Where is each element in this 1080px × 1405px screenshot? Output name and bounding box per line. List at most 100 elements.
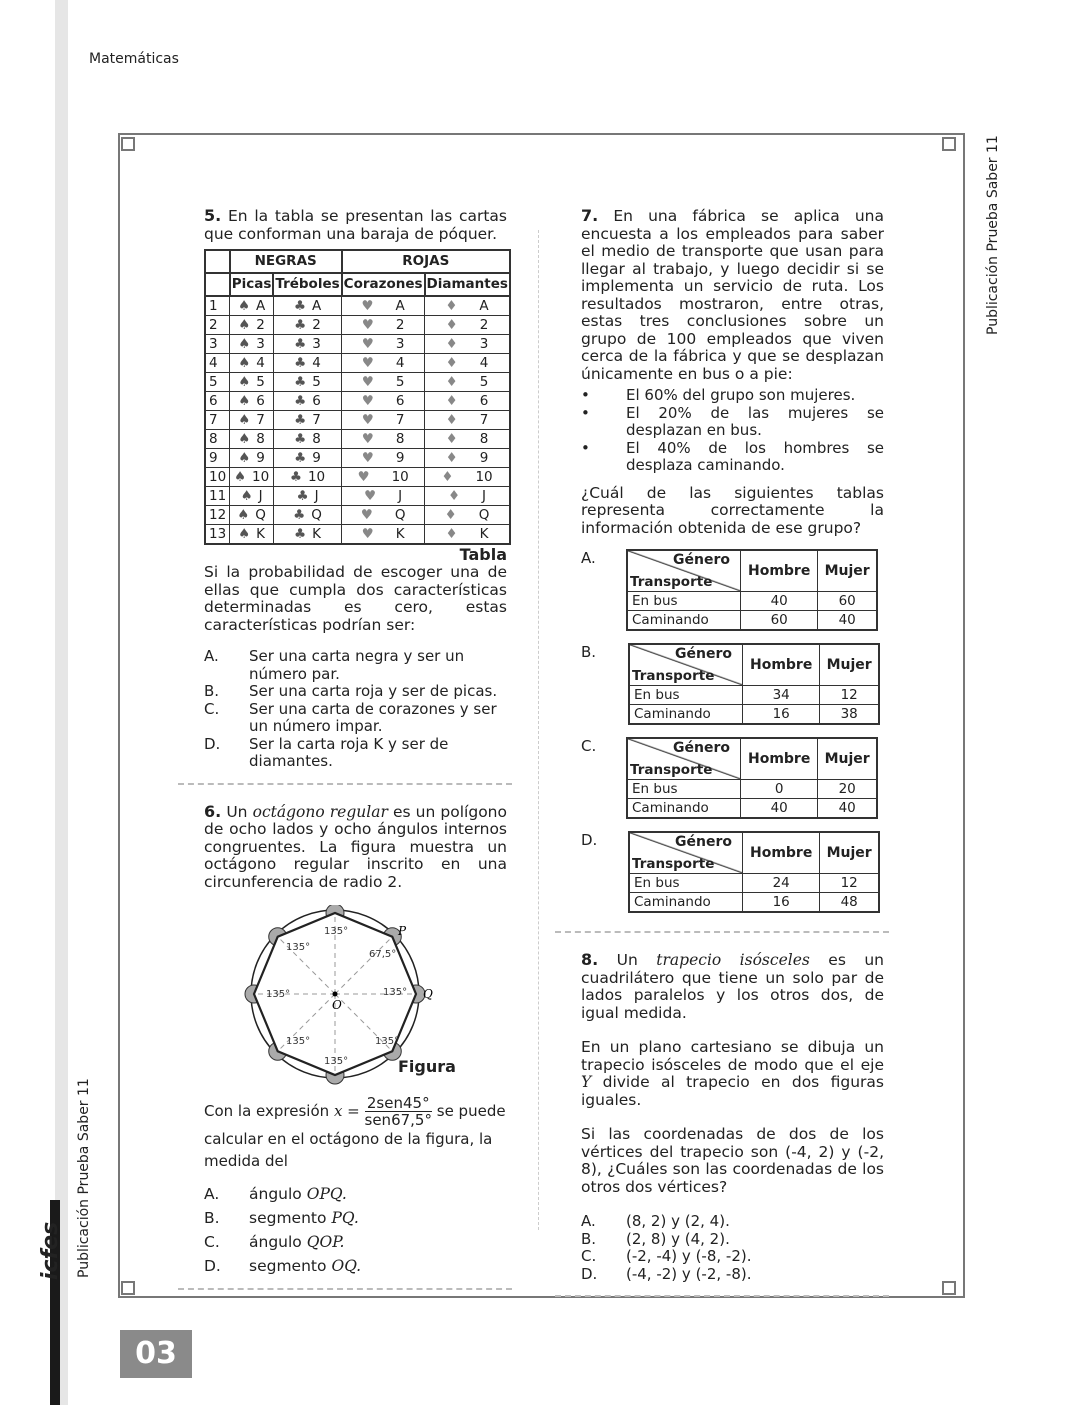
octagon-figure: 135° 135° 135° 135° 135° 135° 135° 67,5°P Q O [244, 905, 433, 1085]
card-value: 2 [256, 316, 265, 333]
angle-label: 135° [286, 942, 310, 953]
card-cell: ♠ K [229, 524, 274, 545]
answer-option[interactable]: C. Ser una carta de corazones y ser un nú… [204, 700, 507, 736]
question-number: 7. [581, 206, 599, 225]
heart-icon: ♥ [361, 411, 374, 428]
diag-bottom: Transporte [632, 856, 715, 872]
answer-option[interactable]: D. Ser la carta roja K y ser de diamantes… [204, 734, 507, 771]
option-letter: A. [581, 1212, 596, 1230]
bullet-icon: • [581, 403, 590, 422]
card-value: 2 [395, 316, 405, 333]
card-cell: ♣ 9 [272, 448, 343, 468]
club-icon: ♣ [294, 449, 307, 466]
row-label: Caminando [628, 892, 743, 913]
card-cell: ♠ 7 [229, 410, 274, 430]
card-value: 4 [479, 354, 489, 371]
card-cell: ♠ 8 [229, 429, 274, 449]
card-cell: ♠ A [229, 295, 274, 316]
diamond-icon: ♦ [445, 430, 458, 447]
club-icon: ♣ [294, 525, 307, 542]
card-cell: ♣ 6 [272, 391, 343, 411]
card-cell: ♣ 4 [272, 353, 343, 373]
bullet-item: • El 60% del grupo son mujeres. [581, 386, 884, 405]
card-cell: ♥ K [341, 524, 426, 545]
option-letter: D. [204, 1257, 221, 1275]
page-frame [118, 133, 965, 1298]
club-icon: ♣ [294, 354, 307, 371]
card-cell: ♥ 8 [341, 429, 426, 449]
answer-option[interactable]: A. (8, 2) y (2, 4). [581, 1212, 884, 1231]
spade-icon: ♠ [238, 525, 251, 542]
card-cell: ♠ 3 [229, 334, 274, 354]
answer-option[interactable]: B. (2, 8) y (4, 2). [581, 1230, 884, 1249]
table-row: 9 ♠ 9 ♣ 9 ♥ 9 ♦ 9 [204, 448, 511, 468]
answer-option[interactable]: A. ángulo OPQ. [204, 1182, 507, 1206]
option-text: (-2, -4) y (-8, -2). [626, 1247, 752, 1265]
answer-option[interactable]: C. ángulo QOP. [204, 1230, 507, 1254]
bullet-icon: • [581, 386, 590, 404]
question-7: 7. En una fábrica se aplica una encuesta… [581, 207, 884, 913]
table-row: 3 ♠ 3 ♣ 3 ♥ 3 ♦ 3 [204, 334, 511, 354]
expr-var: x = [333, 1102, 360, 1120]
card-cell: ♦ 2 [424, 315, 511, 335]
option-text: Ser una carta roja y ser de picas. [249, 682, 498, 700]
angle-label: 135° [383, 987, 407, 998]
diag-top: Género [673, 552, 730, 568]
card-cell: ♣ 7 [272, 410, 343, 430]
answer-option[interactable]: D. segmento OQ. [204, 1254, 507, 1278]
answer-option[interactable]: B. Género Transporte Hombre Mujer En bus 34 12 C… [581, 643, 884, 725]
side-title-left: Publicación Prueba Saber 11 [76, 1078, 92, 1278]
answer-option[interactable]: B. Ser una carta roja y ser de picas. [204, 682, 507, 701]
answer-option[interactable]: C. (-2, -4) y (-8, -2). [581, 1247, 884, 1266]
diag-bottom: Transporte [630, 574, 713, 590]
option-letter: D. [581, 831, 598, 849]
header-row: Género Transporte Hombre Mujer [626, 549, 878, 592]
cell: 60 [739, 610, 819, 631]
card-value: 8 [256, 430, 265, 447]
card-cell: ♣ 3 [272, 334, 343, 354]
stem-text: Un [616, 951, 638, 969]
option-text: segmento [249, 1209, 327, 1227]
answer-option[interactable]: D. Género Transporte Hombre Mujer En bus 24 12 C… [581, 831, 884, 913]
card-value: A [311, 297, 322, 314]
option-letter: B. [204, 1209, 220, 1227]
answer-option[interactable]: C. Género Transporte Hombre Mujer En bus 0 20 Ca… [581, 737, 884, 819]
col-header: Mujer [817, 549, 878, 592]
heart-icon: ♥ [361, 354, 374, 371]
row-number: 6 [204, 391, 231, 411]
option-letter: C. [581, 737, 597, 755]
col-header: Corazones [340, 272, 426, 297]
card-value: 10 [475, 468, 493, 485]
table-row: 10 ♠ 10 ♣ 10 ♥ 10 ♦ 10 [204, 467, 511, 487]
point-o-label: O [332, 998, 342, 1012]
numerator: 2sen45° [364, 1095, 432, 1112]
answer-option[interactable]: B. segmento PQ. [204, 1206, 507, 1230]
answer-option[interactable]: A. Género Transporte Hombre Mujer En bus 40 60 C… [581, 549, 884, 631]
card-value: 10 [307, 468, 326, 485]
table-row: 12 ♠ Q ♣ Q ♥ Q ♦ Q [204, 505, 511, 525]
row-number: 13 [204, 524, 231, 545]
stem-text: Un [226, 802, 248, 821]
diamond-icon: ♦ [441, 468, 454, 485]
bullet-item: • El 40% de los hombres se desplaza camin… [581, 439, 884, 475]
answer-option[interactable]: A. Ser una carta negra y ser un número pa… [204, 647, 507, 683]
spade-icon: ♠ [238, 316, 251, 333]
cell: 12 [819, 685, 880, 705]
spade-icon: ♠ [240, 487, 253, 504]
diagonal-header: Género Transporte [628, 831, 743, 874]
table-row: Caminando 16 48 [628, 892, 880, 913]
option-letter: A. [204, 1185, 220, 1203]
card-value: 3 [479, 335, 489, 352]
card-cell: ♦ 3 [424, 334, 511, 354]
angle-label: 135° [266, 989, 290, 1000]
card-cell: ♦ 10 [424, 467, 511, 487]
answer-option[interactable]: D. (-4, -2) y (-2, -8). [581, 1265, 884, 1284]
card-cell: ♠ 2 [229, 315, 274, 335]
diamond-icon: ♦ [445, 373, 458, 390]
option-text: Ser la carta roja K y ser de diamantes. [249, 734, 449, 770]
diagonal-header: Género Transporte [628, 643, 743, 686]
card-value: 6 [395, 392, 405, 409]
card-value: 5 [312, 373, 321, 390]
card-cell: ♥ 10 [341, 467, 426, 487]
diag-bottom: Transporte [630, 762, 713, 778]
